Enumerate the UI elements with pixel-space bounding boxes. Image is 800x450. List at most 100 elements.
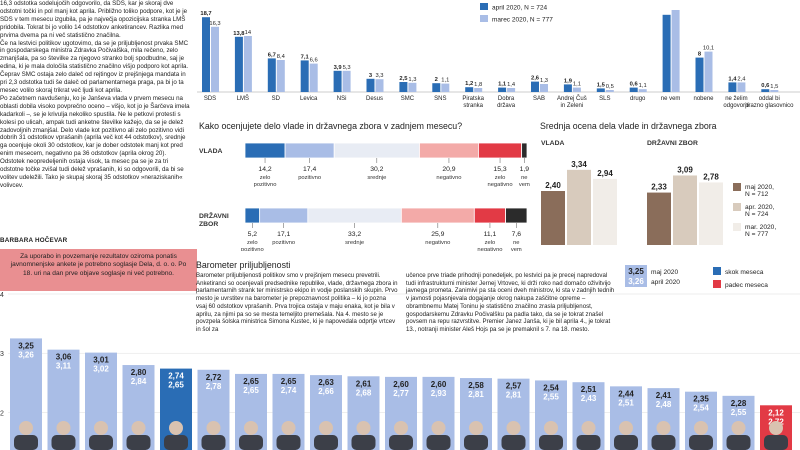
article-paragraph: Po začetnem navdušenju, ko je Janševa vl… [0, 94, 190, 158]
party-bar-april [563, 84, 572, 92]
avg-chart-title: Srednja ocena dela vlade in državnega zb… [540, 121, 717, 131]
baro-ytick-label: 4 [0, 292, 4, 299]
gov-row-label: VLADA [199, 148, 223, 155]
baro-april-label: 2,55 [543, 392, 559, 401]
party-category-label: Andrej Čuš [557, 95, 587, 102]
party-bar-march [671, 10, 680, 92]
barometer-text-1: Barometer priljubljenosti politikov smo … [196, 272, 398, 333]
avg-bar [673, 175, 697, 245]
gov-segment [521, 142, 528, 159]
gov-segment [284, 142, 335, 159]
party-bar-april [531, 81, 539, 92]
baro-may-label: 2,80 [131, 368, 147, 377]
party-value-label: 1,3 [408, 77, 416, 83]
party-bar-april [333, 70, 342, 92]
party-value-label: 1,2 [465, 81, 473, 87]
baro-april-label: 2,48 [656, 400, 672, 409]
politician-face [731, 421, 746, 435]
party-value-label: 2,5 [399, 76, 408, 82]
party-chart-legend: april 2020, N = 724 marec 2020, N = 777 [478, 0, 588, 28]
party-bar-march [605, 90, 614, 92]
politician-face [394, 421, 408, 435]
gov-segment-sublabel: zelo [247, 240, 258, 246]
baro-may-label: 2,65 [243, 377, 259, 386]
party-category-label: SMC [401, 96, 415, 102]
politician-face [94, 421, 108, 435]
gov-segment [244, 207, 261, 224]
gov-segment-sublabel: zelo [495, 175, 506, 181]
baro-april-label: 2,54 [693, 404, 709, 413]
politician-suit [276, 435, 301, 450]
party-value-label: 18,7 [200, 11, 211, 17]
party-bar-march [309, 63, 318, 92]
politician-face [281, 421, 296, 435]
gov-segment [478, 142, 523, 159]
avg-legend-swatch [733, 183, 741, 191]
article-paragraph: 16,3 odstotka sodelujočih odgovorilo, da… [0, 0, 188, 39]
baro-april-label: 2,93 [431, 389, 447, 398]
gov-segment-sublabel: negativno [487, 182, 512, 188]
baro-may-label: 2,60 [393, 380, 409, 389]
avg-value-label: 2,33 [651, 183, 667, 192]
avg-legend-label: N = 777 [745, 231, 769, 238]
avg-bar [593, 178, 617, 245]
party-bar-april [596, 88, 605, 92]
party-bar-april [267, 58, 276, 92]
baro-april-label: 3,11 [56, 362, 72, 371]
party-value-label: 13,8 [233, 31, 245, 37]
party-bar-april [695, 57, 704, 92]
baro-ytick-label: 2 [0, 410, 4, 417]
party-bar-april [202, 17, 210, 93]
legend-label-may: maj 2020 [651, 269, 678, 276]
avg-value-label: 3,34 [571, 160, 587, 169]
politician-face [694, 421, 708, 435]
gov-segment [473, 207, 506, 224]
party-bar-march [737, 82, 746, 92]
party-value-label: 2,6 [531, 76, 540, 82]
avg-legend-swatch [733, 203, 741, 211]
gov-value-label: 33,2 [348, 231, 361, 238]
party-value-label: 0,5 [606, 84, 614, 90]
party-bar-april [234, 36, 243, 92]
party-bar-march [243, 36, 252, 92]
party-category-label: prazno glasovnico [745, 103, 794, 109]
baro-april-label: 3,02 [93, 365, 109, 374]
party-value-label: 2,4 [737, 76, 746, 82]
politician-suit [314, 435, 338, 450]
party-value-label: 16,3 [209, 21, 220, 27]
baro-april-label: 2,65 [168, 381, 184, 390]
politician-suit [239, 435, 263, 450]
avg-value-label: 2,78 [703, 172, 719, 181]
party-value-label: 3,3 [375, 73, 383, 79]
gov-value-label: 11,1 [484, 231, 497, 238]
baro-may-label: 2,57 [506, 382, 522, 391]
legend-down-label: padec meseca [725, 282, 768, 289]
gov-segment-sublabel: zelo [260, 175, 271, 181]
politician-suit [14, 435, 38, 450]
avg-bar [541, 191, 565, 245]
gov-segment-sublabel: pozitivno [272, 240, 295, 246]
party-bar-march [441, 83, 450, 92]
party-value-label: 14 [245, 30, 252, 36]
party-category-label: SNS [434, 96, 446, 102]
party-value-label: 8 [698, 52, 702, 58]
avg-group-label: DRŽAVNI ZBOR [647, 138, 698, 147]
gov-segment-sublabel: zelo [485, 240, 496, 246]
legend-label-april: april 2020 [651, 279, 680, 286]
party-category-label: SDS [204, 96, 216, 102]
legend-swatch [480, 3, 488, 10]
gov-value-label: 14,2 [258, 166, 271, 173]
party-category-label: stranka [463, 103, 483, 109]
politician-suit [89, 435, 113, 450]
politician-face [206, 421, 221, 435]
party-value-label: 1,1 [498, 82, 507, 88]
gov-value-label: 17,4 [303, 166, 316, 173]
party-value-label: 1,4 [728, 76, 737, 82]
gov-segment [244, 142, 286, 159]
politician-suit [651, 435, 676, 450]
legend-sample-box [625, 265, 647, 287]
party-bar-april [728, 82, 737, 92]
gov-segment-sublabel: vem [519, 182, 530, 188]
party-value-label: 0,6 [761, 83, 770, 89]
politician-suit [576, 435, 601, 450]
